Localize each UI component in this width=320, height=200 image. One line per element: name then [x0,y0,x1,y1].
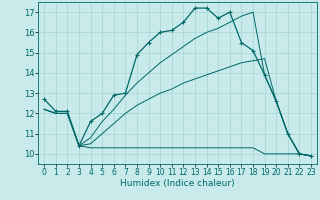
X-axis label: Humidex (Indice chaleur): Humidex (Indice chaleur) [120,179,235,188]
